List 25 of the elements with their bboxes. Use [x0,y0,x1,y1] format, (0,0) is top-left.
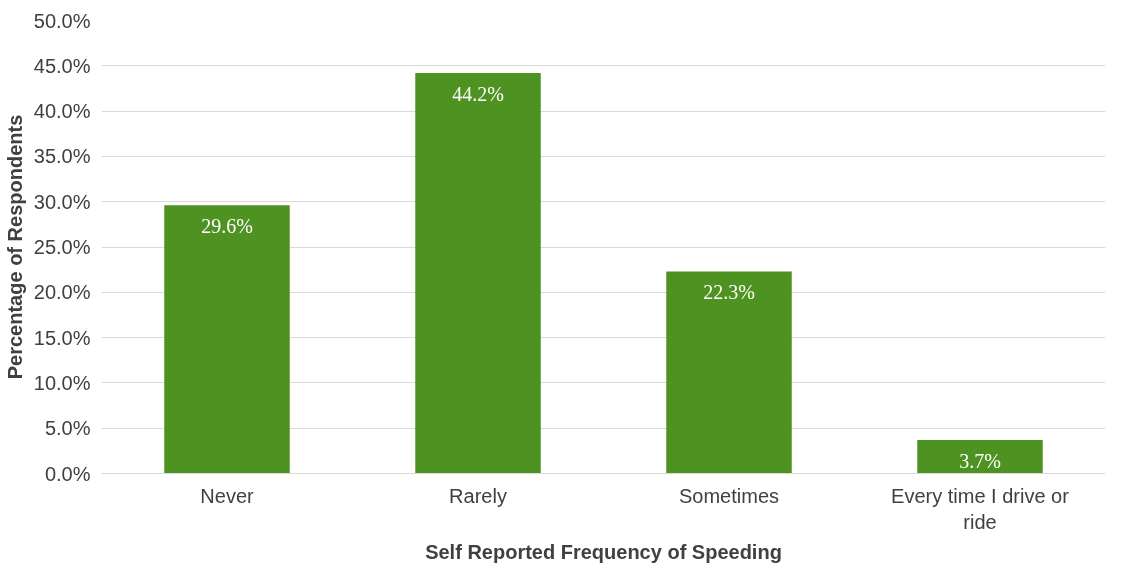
y-tick-label: 0.0% [44,462,91,485]
y-tick-label: 40.0% [33,100,91,123]
data-label: 22.3% [703,281,755,304]
x-axis-title: Self Reported Frequency of Speeding [425,540,782,563]
x-tick-label: Every time I drive or ride [891,484,1070,533]
y-tick-label: 45.0% [33,54,91,77]
bar [666,271,792,474]
y-tick-label: 25.0% [33,236,91,258]
bar [164,205,290,474]
y-tick-label: 10.0% [33,371,91,394]
x-tick-label: Never [200,484,255,507]
x-tick-label: Sometimes [678,484,780,507]
y-tick-label: 50.0% [33,9,91,32]
y-tick-label: 35.0% [33,145,91,168]
x-tick-label: Rarely [449,484,507,507]
bar [415,73,541,474]
y-axis-title: Percentage of Respondents [3,114,26,380]
y-tick-label: 30.0% [33,190,91,213]
y-tick-label: 5.0% [44,417,91,440]
data-label: 29.6% [201,215,253,238]
bar [917,439,1043,474]
y-tick-label: 15.0% [33,326,91,349]
y-tick-label: 20.0% [33,281,91,304]
data-label: 3.7% [959,449,1001,472]
data-label: 44.2% [452,83,504,106]
